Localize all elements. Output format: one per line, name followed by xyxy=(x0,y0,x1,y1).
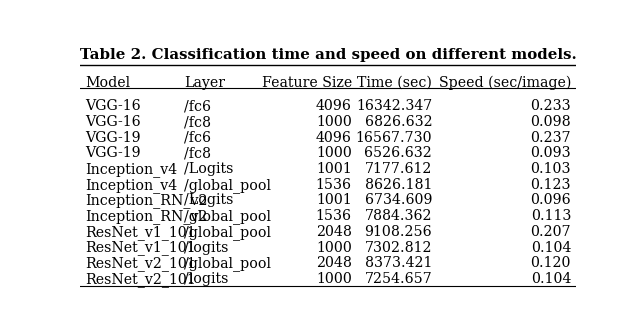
Text: 0.103: 0.103 xyxy=(531,162,571,176)
Text: Inception_RN_v2: Inception_RN_v2 xyxy=(85,209,207,224)
Text: 0.104: 0.104 xyxy=(531,241,571,255)
Text: VGG-19: VGG-19 xyxy=(85,131,141,145)
Text: Inception_v4: Inception_v4 xyxy=(85,178,177,193)
Text: 6826.632: 6826.632 xyxy=(365,115,432,129)
Text: /fc6: /fc6 xyxy=(184,99,211,113)
Text: Time (sec): Time (sec) xyxy=(357,76,432,90)
Text: ResNet_v1_101: ResNet_v1_101 xyxy=(85,225,196,240)
Text: 0.237: 0.237 xyxy=(531,131,571,145)
Text: Table 2. Classification time and speed on different models.: Table 2. Classification time and speed o… xyxy=(79,48,577,62)
Text: 0.120: 0.120 xyxy=(531,256,571,270)
Text: 0.096: 0.096 xyxy=(531,194,571,207)
Text: 1001: 1001 xyxy=(316,162,352,176)
Text: /Logits: /Logits xyxy=(184,194,234,207)
Text: /logits: /logits xyxy=(184,272,228,286)
Text: 1000: 1000 xyxy=(316,241,352,255)
Text: /global_pool: /global_pool xyxy=(184,256,271,271)
Text: 9108.256: 9108.256 xyxy=(365,225,432,239)
Text: /Logits: /Logits xyxy=(184,162,234,176)
Text: 7177.612: 7177.612 xyxy=(365,162,432,176)
Text: 7302.812: 7302.812 xyxy=(365,241,432,255)
Text: 1000: 1000 xyxy=(316,272,352,286)
Text: 6526.632: 6526.632 xyxy=(364,146,432,160)
Text: VGG-16: VGG-16 xyxy=(85,99,141,113)
Text: /fc6: /fc6 xyxy=(184,131,211,145)
Text: 0.123: 0.123 xyxy=(531,178,571,192)
Text: 1536: 1536 xyxy=(316,178,352,192)
Text: 0.113: 0.113 xyxy=(531,209,571,223)
Text: 4096: 4096 xyxy=(316,131,352,145)
Text: /global_pool: /global_pool xyxy=(184,225,271,240)
Text: VGG-19: VGG-19 xyxy=(85,146,141,160)
Text: VGG-16: VGG-16 xyxy=(85,115,141,129)
Text: 0.207: 0.207 xyxy=(531,225,571,239)
Text: 16342.347: 16342.347 xyxy=(356,99,432,113)
Text: Model: Model xyxy=(85,76,130,90)
Text: 7254.657: 7254.657 xyxy=(364,272,432,286)
Text: 0.104: 0.104 xyxy=(531,272,571,286)
Text: ResNet_v2_101: ResNet_v2_101 xyxy=(85,256,196,271)
Text: ResNet_v1_101: ResNet_v1_101 xyxy=(85,241,196,256)
Text: Feature Size: Feature Size xyxy=(262,76,352,90)
Text: /global_pool: /global_pool xyxy=(184,209,271,224)
Text: 2048: 2048 xyxy=(316,225,352,239)
Text: Inception_v4: Inception_v4 xyxy=(85,162,177,177)
Text: /fc8: /fc8 xyxy=(184,146,211,160)
Text: /fc8: /fc8 xyxy=(184,115,211,129)
Text: 16567.730: 16567.730 xyxy=(356,131,432,145)
Text: 4096: 4096 xyxy=(316,99,352,113)
Text: 0.098: 0.098 xyxy=(531,115,571,129)
Text: 8626.181: 8626.181 xyxy=(365,178,432,192)
Text: 0.093: 0.093 xyxy=(531,146,571,160)
Text: 8373.421: 8373.421 xyxy=(365,256,432,270)
Text: 1536: 1536 xyxy=(316,209,352,223)
Text: 1000: 1000 xyxy=(316,115,352,129)
Text: 1001: 1001 xyxy=(316,194,352,207)
Text: 7884.362: 7884.362 xyxy=(365,209,432,223)
Text: 6734.609: 6734.609 xyxy=(365,194,432,207)
Text: /global_pool: /global_pool xyxy=(184,178,271,193)
Text: 0.233: 0.233 xyxy=(531,99,571,113)
Text: ResNet_v2_101: ResNet_v2_101 xyxy=(85,272,196,287)
Text: 2048: 2048 xyxy=(316,256,352,270)
Text: Inception_RN_v2: Inception_RN_v2 xyxy=(85,194,207,208)
Text: 1000: 1000 xyxy=(316,146,352,160)
Text: Speed (sec/image): Speed (sec/image) xyxy=(438,76,571,90)
Text: Layer: Layer xyxy=(184,76,225,90)
Text: /logits: /logits xyxy=(184,241,228,255)
